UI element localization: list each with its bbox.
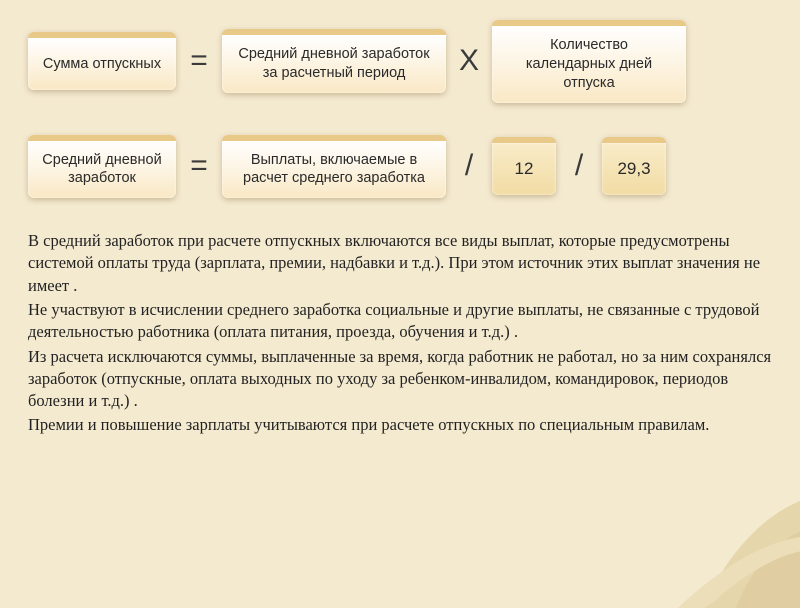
formula1-term2: Средний дневной заработок за расчетный п… [222,29,446,93]
corner-decoration [658,458,800,608]
formula2-term2: Выплаты, включаемые в расчет среднего за… [222,135,446,199]
formula2-term1: Средний дневной заработок [28,135,176,199]
formula1-term1: Сумма отпускных [28,32,176,90]
equals-operator: = [184,44,214,78]
formula1-term3: Количество календарных дней отпуска [492,20,686,103]
paragraph-3: Из расчета исключаются суммы, выплаченны… [28,346,772,413]
explanation-text: В средний заработок при расчете отпускны… [28,230,772,436]
multiply-operator: X [454,44,484,78]
paragraph-4: Премии и повышение зарплаты учитываются … [28,414,772,436]
paragraph-2: Не участвуют в исчислении среднего зараб… [28,299,772,344]
divide-operator: / [564,149,594,183]
formula-row-2: Средний дневной заработок = Выплаты, вкл… [28,135,772,199]
equals-operator: = [184,149,214,183]
formula-row-1: Сумма отпускных = Средний дневной зарабо… [28,20,772,103]
formula2-term3: 12 [492,137,556,195]
formula2-term4: 29,3 [602,137,666,195]
divide-operator: / [454,149,484,183]
paragraph-1: В средний заработок при расчете отпускны… [28,230,772,297]
